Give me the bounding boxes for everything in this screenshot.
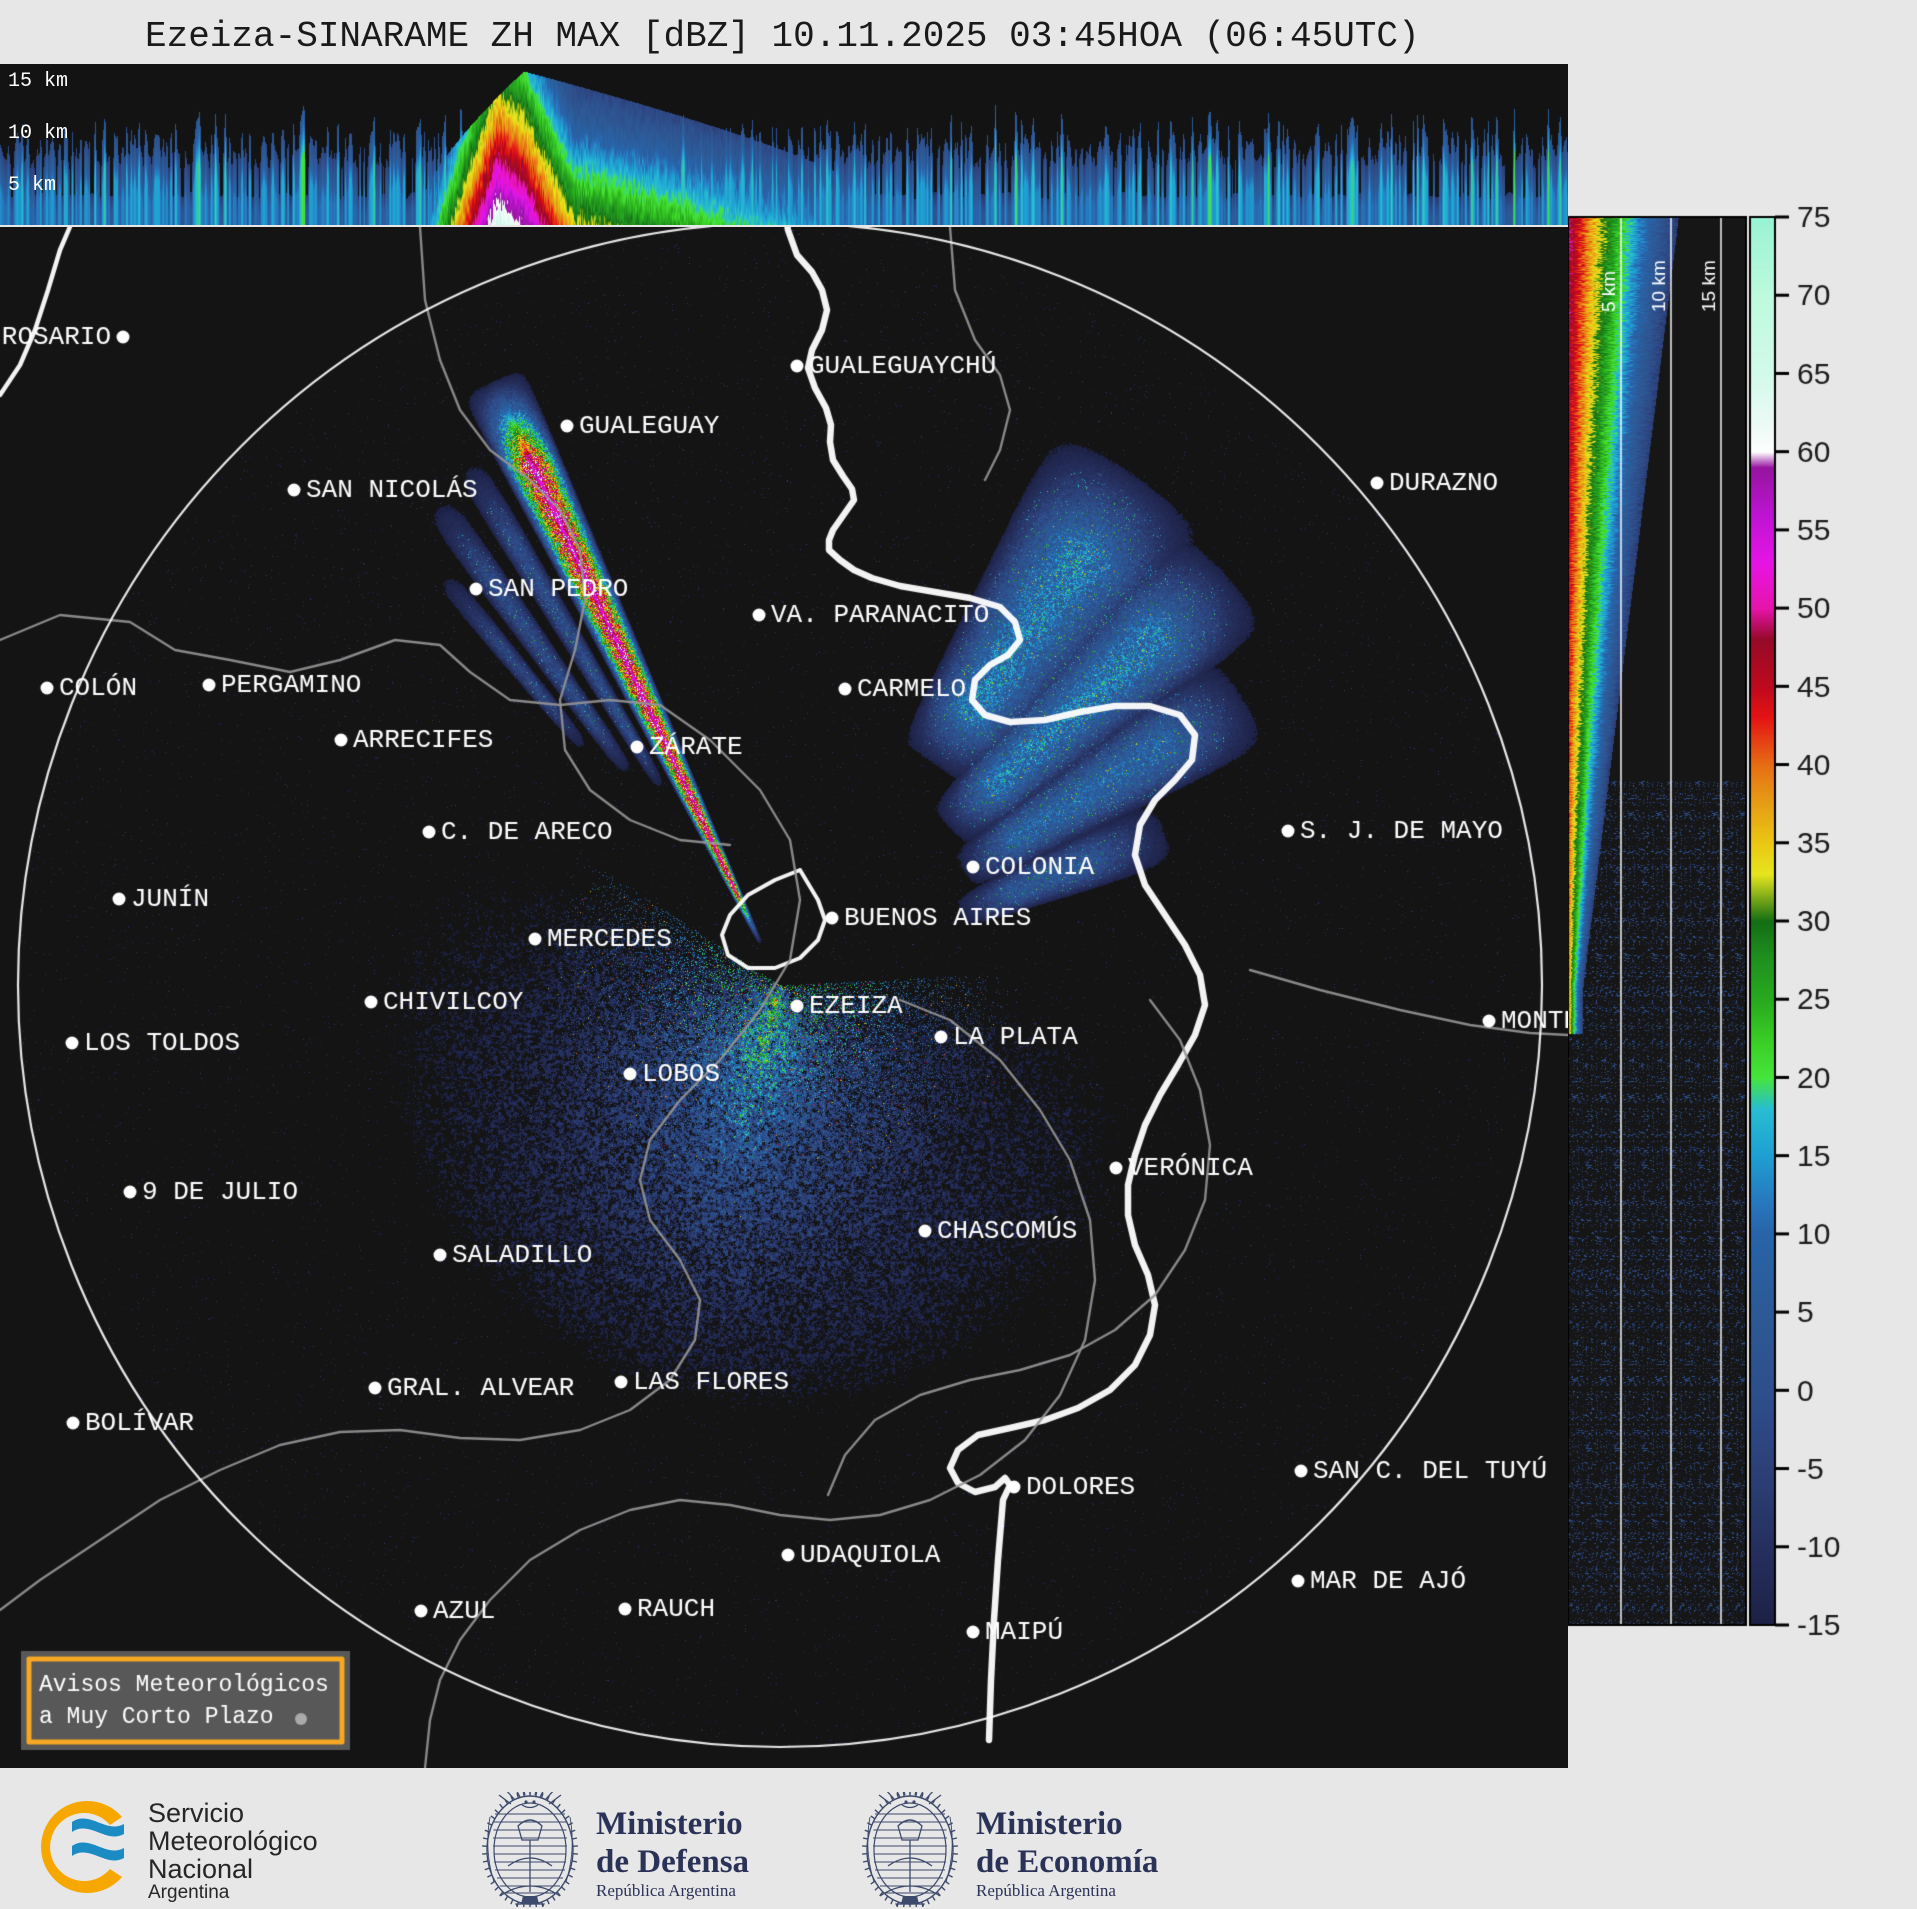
svg-text:de Defensa: de Defensa [596, 1844, 749, 1880]
svg-text:Meteorológico: Meteorológico [148, 1826, 318, 1856]
svg-text:República Argentina: República Argentina [596, 1881, 736, 1900]
svg-text:Ministerio: Ministerio [976, 1806, 1123, 1842]
svg-text:Nacional: Nacional [148, 1854, 253, 1884]
svg-text:Servicio: Servicio [148, 1798, 244, 1828]
svg-text:Argentina: Argentina [148, 1882, 230, 1903]
svg-text:Ministerio: Ministerio [596, 1806, 743, 1842]
svg-text:República Argentina: República Argentina [976, 1881, 1116, 1900]
svg-text:de Economía: de Economía [976, 1844, 1158, 1880]
